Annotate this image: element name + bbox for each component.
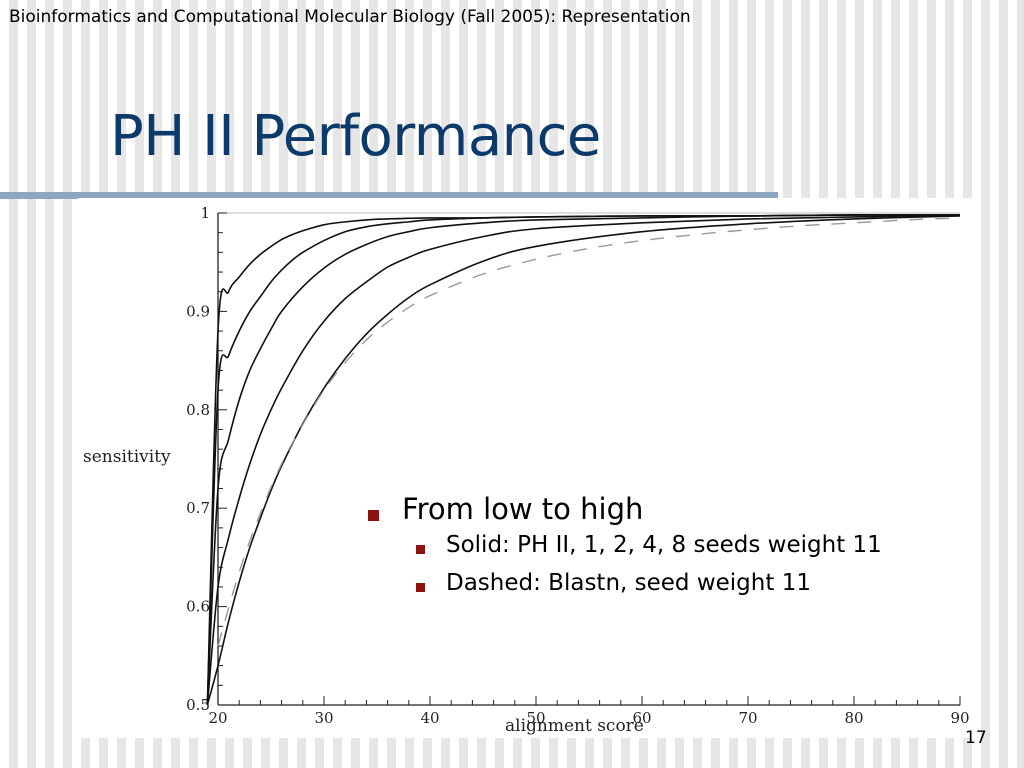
chart-ticks: 20 30 40 50 60 70 80 90 0.5 0.6 0.7 0.8 0.9 1 <box>186 204 969 727</box>
bullet-item-dashed: Dashed: Blastn, seed weight 11 <box>364 570 882 608</box>
x-tick-label: 40 <box>420 709 439 727</box>
solid-series-line-4 <box>206 215 961 706</box>
y-tick-label: 0.7 <box>186 499 210 517</box>
bullet-text: From low to high <box>402 492 644 526</box>
x-tick-label: 50 <box>526 709 545 727</box>
solid-series-line-3 <box>206 214 961 706</box>
y-tick-label: 1 <box>200 204 210 222</box>
sensitivity-chart: 20 30 40 50 60 70 80 90 0.5 0.6 0.7 0.8 0.9 1 sensiti… <box>83 204 970 736</box>
x-axis-label: alignment score <box>505 716 644 736</box>
bullet-text: Dashed: Blastn, seed weight 11 <box>446 570 811 596</box>
solid-series-line-1 <box>206 214 961 706</box>
solid-series-line-0 <box>206 214 961 706</box>
x-tick-label: 60 <box>632 709 651 727</box>
bullet-square-icon <box>368 510 379 521</box>
bullet-square-icon <box>416 583 425 592</box>
bullet-item-level1: From low to high <box>364 492 882 532</box>
x-tick-label: 30 <box>314 709 333 727</box>
solid-series-line-2 <box>206 214 961 706</box>
x-tick-label: 90 <box>950 709 969 727</box>
bullet-square-icon <box>416 545 425 554</box>
slide-number: 17 <box>965 728 987 748</box>
bullet-text: Solid: PH II, 1, 2, 4, 8 seeds weight 11 <box>446 532 882 558</box>
y-tick-label: 0.8 <box>186 401 210 419</box>
bullet-item-solid: Solid: PH II, 1, 2, 4, 8 seeds weight 11 <box>364 532 882 570</box>
y-axis-label: sensitivity <box>83 447 171 467</box>
chart-panel: 20 30 40 50 60 70 80 90 0.5 0.6 0.7 0.8 0.9 1 sensiti… <box>78 198 980 738</box>
title-underline <box>0 192 778 199</box>
chart-axes <box>217 212 960 706</box>
dashed-series-line-5 <box>217 217 961 647</box>
y-tick-label: 0.5 <box>186 696 210 714</box>
slide-header: Bioinformatics and Computational Molecul… <box>9 7 691 27</box>
y-tick-label: 0.9 <box>186 302 210 320</box>
slide-title: PH II Performance <box>110 104 601 169</box>
chart-series <box>206 214 961 706</box>
bullet-list: From low to high Solid: PH II, 1, 2, 4, … <box>364 492 882 608</box>
x-tick-label: 20 <box>208 709 227 727</box>
y-tick-label: 0.6 <box>186 598 210 616</box>
x-tick-label: 70 <box>738 709 757 727</box>
x-tick-label: 80 <box>844 709 863 727</box>
